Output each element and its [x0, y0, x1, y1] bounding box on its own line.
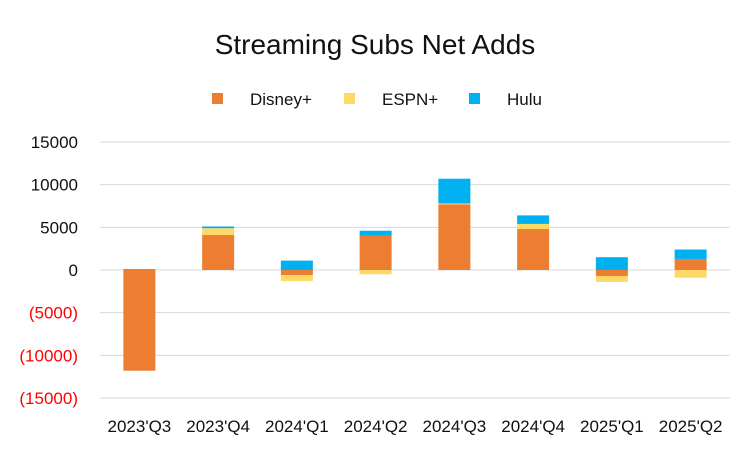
- bar-hulu-2025-Q1: [595, 257, 628, 270]
- legend-swatch-hulu: [469, 93, 480, 104]
- bar-disney-2025-Q2: [674, 258, 707, 270]
- bar-disney-2025-Q1: [595, 270, 628, 276]
- bar-hulu-2024-Q4: [517, 215, 550, 224]
- bar-espn-2024-Q1: [280, 275, 313, 282]
- x-category-label: 2024'Q4: [501, 417, 565, 436]
- y-tick-label: (5000): [29, 304, 78, 323]
- y-tick-label: 15000: [31, 133, 78, 152]
- y-axis-ticks: 15000 10000 5000 0 (5000) (10000) (15000): [19, 133, 78, 408]
- legend-label: ESPN+: [382, 90, 438, 109]
- x-category-label: 2024'Q2: [344, 417, 408, 436]
- x-axis-categories: 2023'Q3 2023'Q4 2024'Q1 2024'Q2 2024'Q3 2024'…: [108, 417, 723, 436]
- bar-espn-2024-Q2: [359, 270, 392, 275]
- y-tick-label: (15000): [19, 389, 78, 408]
- bar-espn-2024-Q4: [517, 223, 550, 230]
- bars: [123, 178, 707, 371]
- x-category-label: 2025'Q1: [580, 417, 644, 436]
- gridlines: [100, 141, 730, 399]
- bar-disney-2024-Q4: [517, 229, 550, 270]
- y-tick-label: 10000: [31, 176, 78, 195]
- legend-swatch-disney: [212, 93, 223, 104]
- bar-espn-2025-Q2: [674, 270, 707, 278]
- x-category-label: 2024'Q1: [265, 417, 329, 436]
- bar-espn-2023-Q4: [202, 228, 235, 236]
- bar-disney-2024-Q2: [359, 235, 392, 270]
- bar-espn-2024-Q3: [438, 203, 471, 205]
- bar-disney-2024-Q1: [280, 270, 313, 276]
- x-category-label: 2023'Q3: [108, 417, 172, 436]
- x-category-label: 2024'Q3: [423, 417, 487, 436]
- bar-hulu-2024-Q1: [280, 260, 313, 270]
- chart-title: Streaming Subs Net Adds: [215, 29, 536, 60]
- y-tick-label: 0: [69, 261, 78, 280]
- bar-disney-2024-Q3: [438, 204, 471, 270]
- bar-hulu-2023-Q4: [202, 226, 235, 229]
- legend-swatch-espn: [344, 93, 355, 104]
- y-tick-label: 5000: [40, 218, 78, 237]
- bar-hulu-2024-Q2: [359, 230, 392, 236]
- y-tick-label: (10000): [19, 346, 78, 365]
- bar-hulu-2023-Q3: [123, 269, 156, 270]
- x-category-label: 2023'Q4: [186, 417, 250, 436]
- bar-disney-2023-Q4: [202, 235, 235, 270]
- legend: Disney+ ESPN+ Hulu: [212, 90, 542, 109]
- legend-label: Hulu: [507, 90, 542, 109]
- bar-espn-2025-Q1: [595, 275, 628, 282]
- bar-hulu-2025-Q2: [674, 249, 707, 259]
- x-category-label: 2025'Q2: [659, 417, 723, 436]
- legend-label: Disney+: [250, 90, 312, 109]
- bar-hulu-2024-Q3: [438, 178, 471, 204]
- bar-disney-2023-Q3: [123, 270, 156, 371]
